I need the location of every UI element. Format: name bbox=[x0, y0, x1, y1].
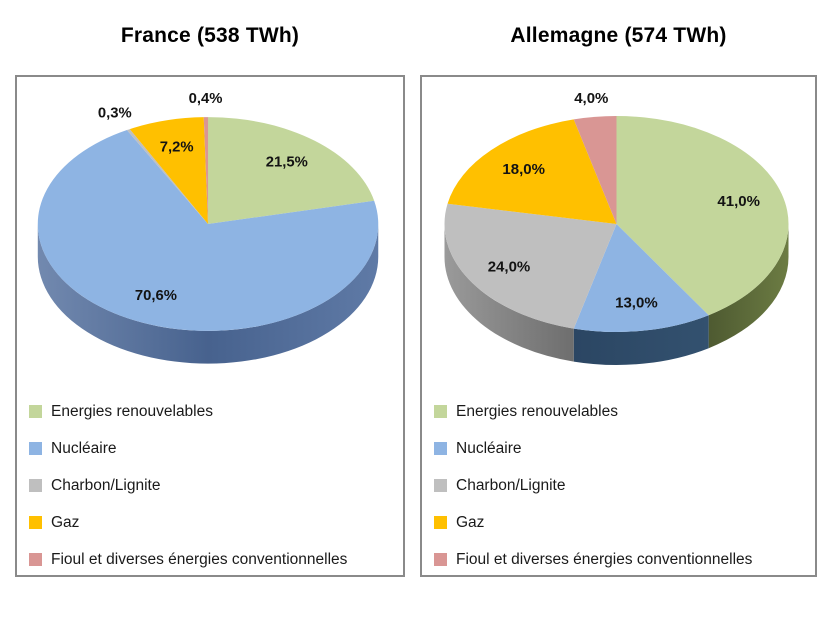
slice-label-fioul-et-diverses-energies-conventionnelles: 4,0% bbox=[574, 90, 608, 107]
legend-item-fioul-et-diverses-energies-conventionnelles: Fioul et diverses énergies conventionnel… bbox=[29, 541, 401, 575]
legend-swatch-icon bbox=[29, 553, 42, 566]
legend-swatch-icon bbox=[29, 479, 42, 492]
slice-label-gaz: 7,2% bbox=[160, 139, 194, 155]
slice-label-charbon-lignite: 24,0% bbox=[488, 258, 531, 275]
slice-label-energies-renouvelables: 21,5% bbox=[266, 154, 308, 170]
legend-swatch-icon bbox=[434, 553, 447, 566]
pie-side-charbon-lignite bbox=[444, 224, 574, 362]
legend-swatch-icon bbox=[434, 405, 447, 418]
legend-label: Gaz bbox=[51, 513, 80, 531]
pie-slice-nucleaire bbox=[37, 130, 379, 331]
chart-block-france: France (538 TWh) 21,5% 70,6% 0,3% 7,2% 0,4% … bbox=[15, 0, 405, 618]
pie-side-nucleaire bbox=[37, 224, 379, 364]
legend-swatch-icon bbox=[434, 479, 447, 492]
slice-label-energies-renouvelables: 41,0% bbox=[717, 193, 760, 210]
legend-item-nucleaire: Nucléaire bbox=[29, 430, 401, 467]
legend-item-charbon-lignite: Charbon/Lignite bbox=[434, 467, 813, 504]
legend-item-energies-renouvelables: Energies renouvelables bbox=[29, 393, 401, 430]
legend-item-nucleaire: Nucléaire bbox=[434, 430, 813, 467]
legend-label: Fioul et diverses énergies conventionnel… bbox=[51, 550, 348, 568]
legend-france: Energies renouvelables Nucléaire Charbon/L… bbox=[29, 393, 401, 575]
legend-item-energies-renouvelables: Energies renouvelables bbox=[434, 393, 813, 430]
legend-swatch-icon bbox=[434, 516, 447, 529]
legend-label: Fioul et diverses énergies conventionnel… bbox=[456, 550, 753, 568]
slice-label-nucleaire: 70,6% bbox=[135, 288, 177, 304]
chart-title-allemagne: Allemagne (574 TWh) bbox=[510, 24, 727, 47]
legend-swatch-icon bbox=[29, 442, 42, 455]
legend-allemagne: Energies renouvelables Nucléaire Charbon/L… bbox=[434, 393, 813, 575]
legend-label: Energies renouvelables bbox=[51, 402, 213, 420]
legend-swatch-icon bbox=[29, 405, 42, 418]
pie-slice-gaz bbox=[129, 117, 209, 225]
legend-item-gaz: Gaz bbox=[434, 504, 813, 541]
slice-label-fioul-et-diverses-energies-conventionnelles: 0,4% bbox=[189, 91, 223, 107]
slice-label-gaz: 18,0% bbox=[502, 161, 545, 178]
slice-label-charbon-lignite: 0,3% bbox=[98, 105, 132, 121]
legend-label: Gaz bbox=[456, 513, 485, 531]
pie-slice-energies-renouvelables bbox=[208, 117, 375, 225]
legend-swatch-icon bbox=[29, 516, 42, 529]
pie-side-energies-renouvelables bbox=[708, 224, 789, 349]
legend-label: Charbon/Lignite bbox=[51, 476, 161, 494]
pie-chart-allemagne: 41,0% 13,0% 24,0% 18,0% 4,0% bbox=[444, 90, 789, 366]
legend-label: Nucléaire bbox=[456, 439, 522, 457]
pie-chart-france: 21,5% 70,6% 0,3% 7,2% 0,4% bbox=[37, 91, 379, 364]
pie-slice-fioul-et-diverses-energies-conventionnelles bbox=[203, 117, 209, 225]
legend-label: Energies renouvelables bbox=[456, 402, 618, 420]
pie-slice-fioul-et-diverses-energies-conventionnelles bbox=[573, 116, 617, 224]
pie-slice-energies-renouvelables bbox=[616, 116, 789, 316]
pie-slice-charbon-lignite bbox=[444, 203, 617, 329]
chart-title-france: France (538 TWh) bbox=[120, 24, 300, 47]
legend-item-fioul-et-diverses-energies-conventionnelles: Fioul et diverses énergies conventionnel… bbox=[434, 541, 813, 575]
slice-label-nucleaire: 13,0% bbox=[615, 294, 658, 311]
legend-item-charbon-lignite: Charbon/Lignite bbox=[29, 467, 401, 504]
pie-slice-nucleaire bbox=[573, 224, 709, 333]
legend-label: Charbon/Lignite bbox=[456, 476, 566, 494]
pie-slice-gaz bbox=[447, 119, 617, 224]
legend-label: Nucléaire bbox=[51, 439, 117, 457]
pie-side-nucleaire bbox=[573, 315, 709, 366]
chart-panel-allemagne: 41,0% 13,0% 24,0% 18,0% 4,0% Energies renouv… bbox=[420, 75, 817, 577]
legend-swatch-icon bbox=[434, 442, 447, 455]
legend-item-gaz: Gaz bbox=[29, 504, 401, 541]
chart-block-allemagne: Allemagne (574 TWh) 41,0% 13,0% 24,0% 18,0%… bbox=[420, 0, 817, 618]
pie-slice-charbon-lignite bbox=[126, 129, 209, 225]
chart-panel-france: 21,5% 70,6% 0,3% 7,2% 0,4% Energies renouvel… bbox=[15, 75, 405, 577]
